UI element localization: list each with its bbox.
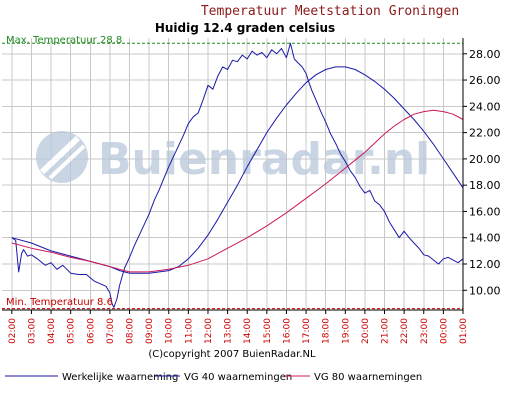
x-tick-label: 04:00 bbox=[47, 318, 57, 344]
x-tick-label: 15:00 bbox=[263, 318, 273, 344]
y-tick-label: 12.00 bbox=[469, 258, 501, 271]
x-tick-label: 22:00 bbox=[400, 318, 410, 344]
y-ticks: 10.00 12.00 14.00 16.00 18.00 20.00 22.00 24.00… bbox=[463, 48, 501, 297]
series-group bbox=[11, 42, 464, 308]
x-tick-label: 03:00 bbox=[27, 318, 37, 344]
x-tick-label: 16:00 bbox=[282, 318, 292, 344]
x-tick-label: 08:00 bbox=[126, 318, 136, 344]
y-tick-label: 16.00 bbox=[469, 205, 501, 218]
series-line-vg80 bbox=[11, 109, 464, 273]
x-tick-label: 05:00 bbox=[67, 318, 77, 344]
x-tick-label: 07:00 bbox=[106, 318, 116, 344]
x-tick-label: 01:00 bbox=[459, 318, 469, 344]
x-tick-label: 21:00 bbox=[381, 318, 391, 344]
x-tick-label: 00:00 bbox=[439, 318, 449, 344]
max-temperature-label: Max. Temperatuur 28.8 bbox=[6, 35, 122, 46]
x-tick-label: 14:00 bbox=[243, 318, 253, 344]
x-tick-label: 02:00 bbox=[8, 318, 18, 344]
x-tick-label: 10:00 bbox=[165, 318, 175, 344]
y-tick-label: 24.00 bbox=[469, 100, 501, 113]
legend-label-vg40: VG 40 waarnemingen bbox=[184, 372, 292, 383]
y-tick-label: 26.00 bbox=[469, 74, 501, 87]
legend: Werkelijke waarneming VG 40 waarnemingen… bbox=[5, 372, 422, 383]
copyright-text: (C)copyright 2007 BuienRadar.NL bbox=[148, 349, 316, 360]
watermark-text: Buienradar.nl bbox=[98, 134, 430, 185]
x-tick-label: 20:00 bbox=[361, 318, 371, 344]
x-tick-label: 11:00 bbox=[184, 318, 194, 344]
min-temperature-label: Min. Temperatuur 8.6 bbox=[6, 297, 113, 308]
axes bbox=[2, 38, 464, 311]
y-tick-label: 22.00 bbox=[469, 127, 501, 140]
chart-title: Temperatuur Meetstation Groningen bbox=[201, 4, 459, 19]
y-tick-label: 18.00 bbox=[469, 179, 501, 192]
x-tick-label: 12:00 bbox=[204, 318, 214, 344]
chart-subtitle: Huidig 12.4 graden celsius bbox=[155, 21, 335, 35]
x-tick-label: 18:00 bbox=[322, 318, 332, 344]
y-tick-label: 28.00 bbox=[469, 48, 501, 61]
x-tick-label: 17:00 bbox=[302, 318, 312, 344]
buienradar-logo-icon bbox=[36, 131, 88, 183]
reference-lines bbox=[2, 42, 463, 310]
legend-label-vg80: VG 80 waarnemingen bbox=[314, 372, 422, 383]
y-tick-label: 20.00 bbox=[469, 153, 501, 166]
grid bbox=[2, 38, 464, 310]
legend-label-werkelijke: Werkelijke waarneming bbox=[62, 372, 178, 383]
x-tick-label: 06:00 bbox=[86, 318, 96, 344]
x-ticks: 02:00 03:00 04:00 05:00 06:00 07:00 08:00 09:00… bbox=[8, 310, 469, 344]
x-tick-label: 13:00 bbox=[224, 318, 234, 344]
series-line-werkelijke bbox=[11, 42, 464, 308]
x-tick-label: 09:00 bbox=[145, 318, 155, 344]
x-tick-label: 19:00 bbox=[341, 318, 351, 344]
series-line-vg40 bbox=[11, 66, 464, 274]
y-tick-label: 14.00 bbox=[469, 232, 501, 245]
y-tick-label: 10.00 bbox=[469, 284, 501, 297]
x-tick-label: 23:00 bbox=[420, 318, 430, 344]
